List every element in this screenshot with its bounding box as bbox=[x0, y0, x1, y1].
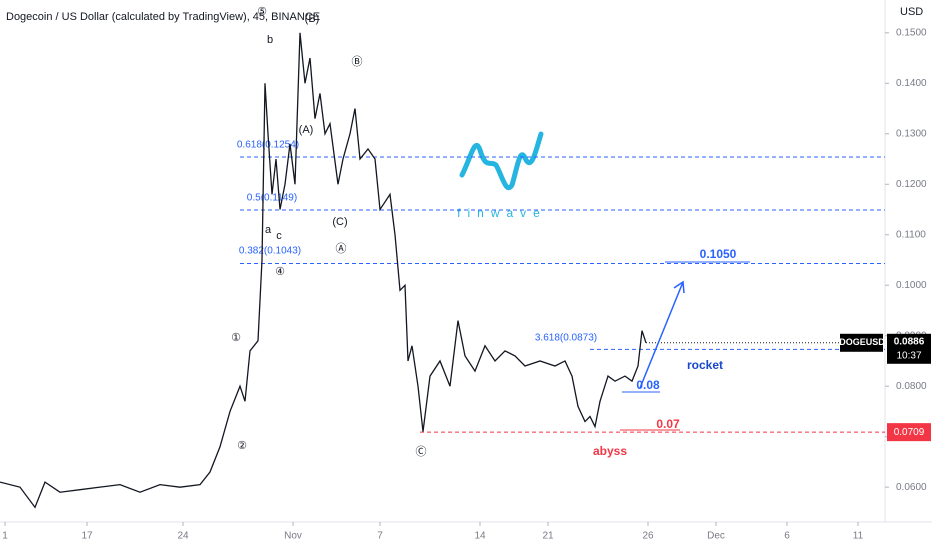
annotation: (C) bbox=[332, 216, 347, 228]
annotation: ⑤ bbox=[257, 6, 267, 18]
annotation: ① bbox=[231, 332, 241, 344]
last-price: 0.0886 bbox=[894, 336, 925, 347]
annotation: Ⓒ bbox=[416, 445, 427, 458]
annotation: b bbox=[267, 34, 273, 46]
annotation: ④ bbox=[275, 266, 285, 278]
fib-label: 0.618(0.1254) bbox=[237, 140, 299, 151]
annotation: a bbox=[265, 224, 272, 236]
y-tick-label: 0.0800 bbox=[896, 381, 927, 392]
last-symbol: DOGEUSD bbox=[839, 337, 885, 347]
fib-label: 0.382(0.1043) bbox=[239, 246, 301, 257]
annotation: ② bbox=[237, 440, 247, 452]
annotation: (B) bbox=[305, 13, 320, 25]
x-tick-label: 7 bbox=[377, 531, 383, 542]
countdown: 10:37 bbox=[896, 350, 921, 361]
x-tick-label: Dec bbox=[707, 531, 725, 542]
x-tick-label: 24 bbox=[177, 531, 189, 542]
x-tick-label: 26 bbox=[642, 531, 654, 542]
logo-mark bbox=[459, 131, 544, 190]
y-tick-label: 0.0600 bbox=[896, 482, 927, 493]
y-tick-label: 0.1100 bbox=[896, 229, 926, 240]
x-tick-label: 17 bbox=[81, 531, 93, 542]
price-tag-label: 0.0709 bbox=[894, 427, 925, 438]
annotation: Ⓐ bbox=[336, 242, 347, 255]
arrow bbox=[639, 281, 684, 389]
arrow-head bbox=[673, 280, 685, 294]
last-tag bbox=[887, 333, 931, 364]
annotation: rocket bbox=[687, 358, 723, 372]
annotation: (A) bbox=[299, 124, 314, 136]
y-tick-label: 0.1000 bbox=[896, 280, 927, 291]
axis-unit: USD bbox=[900, 6, 923, 18]
y-tick-label: 0.1200 bbox=[896, 179, 927, 190]
x-tick-label: 21 bbox=[542, 531, 554, 542]
x-tick-label: 6 bbox=[784, 531, 790, 542]
annotation: 0.1050 bbox=[700, 247, 737, 261]
chart-title: Dogecoin / US Dollar (calculated by Trad… bbox=[6, 11, 320, 23]
annotation: 0.08 bbox=[636, 378, 660, 392]
x-tick-label: 1 bbox=[2, 531, 8, 542]
y-tick-label: 0.1400 bbox=[896, 78, 927, 89]
last-tag bbox=[840, 333, 883, 352]
logo-text: finwave bbox=[457, 206, 547, 220]
x-tick-label: 11 bbox=[853, 531, 864, 542]
annotation: c bbox=[276, 230, 282, 242]
logo bbox=[459, 131, 544, 190]
annotation: Ⓑ bbox=[352, 55, 363, 68]
x-tick-label: Nov bbox=[284, 531, 302, 542]
price-line bbox=[0, 32, 647, 509]
price-tag bbox=[887, 423, 931, 442]
x-tick-label: 14 bbox=[474, 531, 486, 542]
y-tick-label: 0.1500 bbox=[896, 27, 927, 38]
fib-label: 0.5(0.1149) bbox=[247, 193, 297, 204]
annotation: 0.07 bbox=[656, 417, 680, 431]
y-tick-label: 0.1300 bbox=[896, 128, 927, 139]
fib-label: 3.618(0.0873) bbox=[535, 333, 597, 344]
annotation: abyss bbox=[593, 444, 627, 458]
